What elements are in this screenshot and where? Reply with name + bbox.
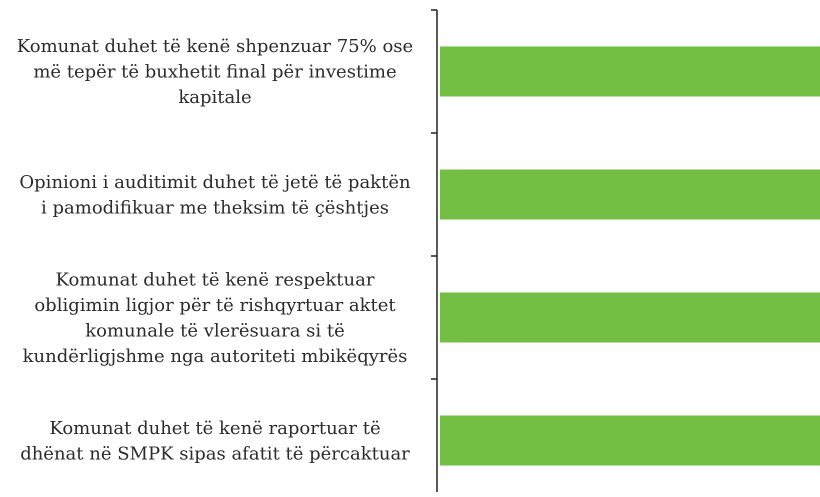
category-label: Komunat duhet të kenë respektuar obligimi… bbox=[23, 269, 408, 367]
category-label: Komunat duhet të kenë raportuar të dhënat… bbox=[20, 418, 410, 465]
category-label: Komunat duhet të kenë shpenzuar 75% ose m… bbox=[17, 36, 413, 108]
bar bbox=[440, 169, 820, 220]
bar bbox=[440, 46, 820, 97]
bar bbox=[440, 292, 820, 343]
bar bbox=[440, 415, 820, 466]
category-label: Opinioni i auditimit duhet të jetë të pa… bbox=[19, 172, 411, 219]
